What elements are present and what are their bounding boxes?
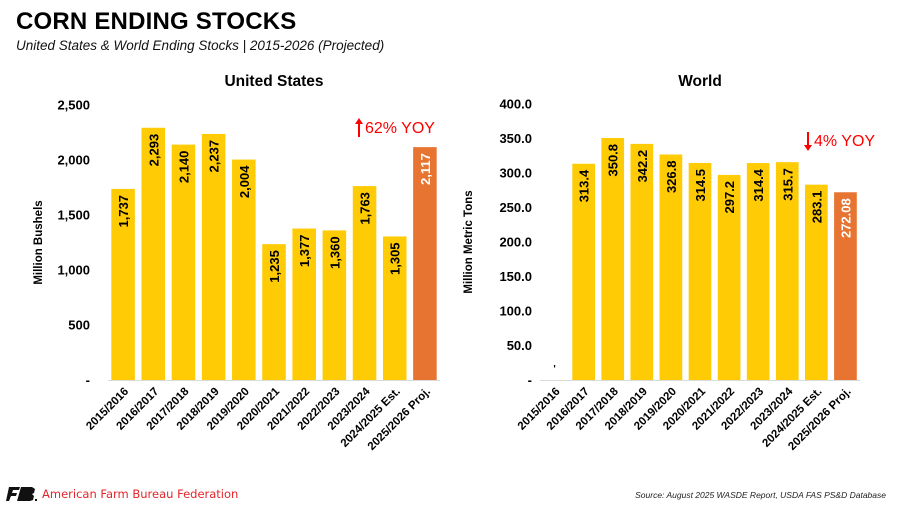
- bar-2019-2020: [232, 159, 256, 380]
- bar-2017-2018: [171, 144, 196, 380]
- bar-2023-2024: [352, 186, 377, 380]
- bar-2025-2026-proj-: [834, 192, 857, 380]
- data-label: 1,235: [267, 250, 282, 283]
- up-arrow-icon: [355, 118, 363, 137]
- data-label: 283.1: [809, 191, 824, 224]
- annotation-text: 62% YOY: [365, 120, 435, 137]
- data-label: 1,737: [116, 195, 131, 228]
- y-tick-label: 350.0: [499, 131, 532, 146]
- data-label: 297.2: [722, 181, 737, 214]
- bar-2025-2026-proj-: [413, 147, 437, 380]
- bar-2024-2025-est-: [382, 236, 407, 380]
- data-label: 342.2: [635, 150, 650, 183]
- data-label: 350.8: [606, 144, 621, 177]
- bar-2022-2023: [746, 163, 770, 380]
- data-label: ': [553, 364, 555, 375]
- source-note: Source: August 2025 WASDE Report, USDA F…: [635, 490, 886, 500]
- y-tick-label: 50.0: [507, 338, 532, 353]
- bar-2024-2025-est-: [805, 184, 828, 380]
- y-tick-label: 2,000: [57, 153, 90, 168]
- data-label: 315.7: [780, 168, 795, 201]
- y-tick-label: 400.0: [499, 97, 532, 112]
- bar-2022-2023: [322, 230, 347, 380]
- y-axis-label: Million Metric Tons: [463, 190, 475, 293]
- world-ending-stocks-chart: World Million Metric Tons - 50.0 100.0 150.0 2…: [463, 73, 875, 453]
- page-title: CORN ENDING STOCKS: [16, 8, 297, 35]
- data-label: 1,360: [327, 236, 342, 269]
- data-label: 1,377: [297, 235, 312, 268]
- data-label: 326.8: [664, 161, 679, 194]
- data-label: 314.4: [751, 168, 766, 201]
- data-label: 2,004: [237, 165, 252, 198]
- bar-2016-2017: [572, 163, 595, 380]
- bar-2015-2016: [111, 188, 135, 380]
- down-arrow-icon: [804, 132, 812, 151]
- yoy-annotation: 4% YOY: [804, 132, 875, 151]
- y-tick-label: 300.0: [499, 166, 532, 181]
- bar-2019-2020: [659, 154, 683, 380]
- y-tick-label: 500: [68, 318, 90, 333]
- bar-2020-2021: [262, 244, 286, 380]
- afbf-logo: American Farm Bureau Federation: [6, 487, 238, 501]
- y-tick-label: 200.0: [499, 235, 532, 250]
- bar-2021-2022: [292, 228, 316, 380]
- organization-name: American Farm Bureau Federation: [42, 487, 239, 501]
- y-tick-label: 2,500: [57, 98, 90, 113]
- bar-2018-2019: [201, 133, 226, 380]
- bar-2020-2021: [688, 162, 712, 380]
- bar-2021-2022: [717, 174, 741, 380]
- bar-2017-2018: [601, 137, 625, 380]
- data-label: 2,237: [207, 140, 222, 173]
- data-label: 1,763: [358, 192, 373, 225]
- data-label: 2,293: [146, 134, 161, 167]
- y-axis-label: Million Bushels: [33, 200, 45, 284]
- y-tick-label: 1,500: [57, 208, 90, 223]
- y-tick-label: 100.0: [499, 304, 532, 319]
- data-label: 2,140: [176, 151, 191, 184]
- data-label: 314.5: [693, 169, 708, 202]
- bar-2016-2017: [141, 127, 166, 381]
- data-label: 272.08: [838, 198, 853, 238]
- data-label: 1,305: [388, 242, 403, 275]
- us-ending-stocks-chart: United States Million Bushels - 500 1,000 1,5…: [33, 73, 440, 453]
- data-label: 2,117: [418, 153, 433, 185]
- y-tick-label: 1,000: [57, 263, 90, 278]
- y-tick-label: 250.0: [499, 200, 532, 215]
- bar-2023-2024: [775, 162, 799, 380]
- yoy-annotation: 62% YOY: [355, 118, 435, 137]
- y-tick-label: -: [528, 373, 532, 388]
- chart-title: World: [678, 73, 722, 90]
- y-tick-label: -: [86, 373, 90, 388]
- farm-bureau-logo-icon: [6, 487, 37, 501]
- data-label: 313.4: [577, 169, 592, 202]
- bar-2018-2019: [630, 143, 654, 380]
- y-tick-label: 150.0: [499, 269, 532, 284]
- chart-title: United States: [224, 73, 323, 90]
- annotation-text: 4% YOY: [814, 133, 875, 150]
- page-subtitle: United States & World Ending Stocks | 20…: [16, 38, 385, 53]
